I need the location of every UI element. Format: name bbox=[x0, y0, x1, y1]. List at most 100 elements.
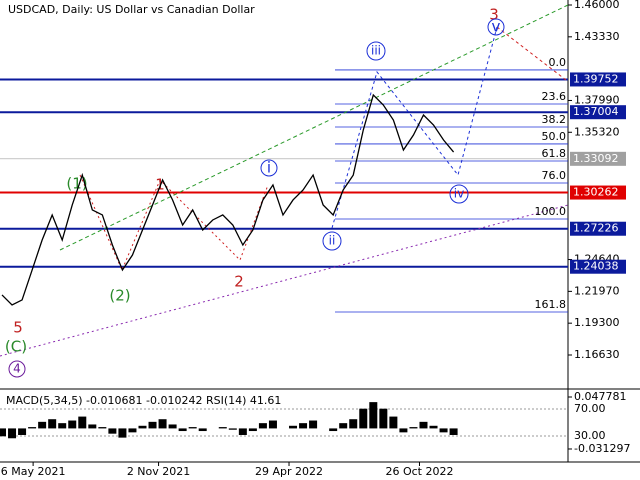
wave-label: 2 bbox=[234, 273, 244, 291]
wave-label: iii bbox=[371, 44, 381, 58]
fib-label: 0.0 bbox=[549, 56, 567, 69]
price-label: 1.39752 bbox=[573, 72, 619, 85]
wave-label: i bbox=[267, 159, 271, 177]
wave-label: (2) bbox=[109, 287, 130, 305]
price-label-box bbox=[570, 151, 626, 166]
wave-label: ii bbox=[329, 234, 336, 248]
macd-bar bbox=[158, 419, 167, 429]
macd-bar bbox=[198, 428, 207, 432]
x-tick-label: 26 Oct 2022 bbox=[385, 465, 453, 478]
macd-bar bbox=[289, 425, 298, 429]
wave-label: 5 bbox=[13, 319, 23, 337]
price-label-box bbox=[570, 259, 626, 274]
price-label: 1.37004 bbox=[573, 105, 619, 118]
macd-bar bbox=[8, 428, 17, 439]
price-label-box bbox=[570, 221, 626, 236]
macd-bar bbox=[18, 428, 27, 435]
price-label-box bbox=[570, 185, 626, 200]
macd-bar bbox=[58, 423, 67, 429]
fib-label: 61.8 bbox=[542, 147, 567, 160]
wave-label: 1 bbox=[155, 176, 165, 194]
y-tick-label: 1.35320 bbox=[574, 125, 620, 138]
price-label: 1.24038 bbox=[573, 260, 619, 273]
macd-bar bbox=[449, 428, 458, 435]
price-label: 1.30262 bbox=[573, 186, 619, 199]
x-tick-label: 29 Apr 2022 bbox=[255, 465, 323, 478]
macd-bar bbox=[238, 428, 247, 435]
y-tick-label: -0.031297 bbox=[574, 442, 630, 455]
macd-bar bbox=[429, 425, 438, 429]
macd-bar bbox=[339, 423, 348, 429]
wave-circle bbox=[449, 184, 469, 204]
wave-label: (1) bbox=[66, 175, 87, 193]
macd-bar bbox=[248, 428, 257, 432]
y-tick-label: 1.46000 bbox=[574, 0, 620, 11]
macd-bar bbox=[108, 428, 117, 434]
price-label: 1.33092 bbox=[573, 152, 619, 165]
macd-bar bbox=[148, 421, 157, 429]
macd-bar bbox=[299, 423, 308, 429]
macd-bar bbox=[349, 419, 358, 429]
y2-tick-label: 30.00 bbox=[574, 429, 606, 442]
wave-label: v bbox=[492, 18, 501, 36]
macd-bar bbox=[258, 423, 267, 429]
fib-label: 23.6 bbox=[542, 90, 567, 103]
macd-bar bbox=[409, 427, 418, 429]
macd-bar bbox=[329, 428, 338, 432]
macd-bar bbox=[439, 428, 448, 433]
macd-bar bbox=[228, 428, 237, 430]
wave-circle bbox=[260, 159, 278, 177]
chart-title: USDCAD, Daily: US Dollar vs Canadian Dol… bbox=[8, 3, 255, 16]
y-tick-label: 1.37990 bbox=[574, 93, 620, 106]
macd-bar bbox=[0, 428, 6, 437]
trend-line bbox=[59, 4, 569, 251]
forecast-path bbox=[496, 26, 567, 81]
macd-bar bbox=[379, 408, 388, 429]
macd-bar bbox=[48, 419, 57, 429]
macd-bar bbox=[309, 420, 318, 429]
y-tick-label: 1.16630 bbox=[574, 348, 620, 361]
indicator-label: MACD(5,34,5) -0.010681 -0.010242 RSI(14)… bbox=[6, 394, 281, 407]
macd-bar bbox=[118, 428, 127, 438]
macd-bar bbox=[138, 425, 147, 429]
macd-bar bbox=[68, 420, 77, 429]
macd-bar bbox=[399, 428, 408, 433]
macd-bar bbox=[128, 428, 137, 433]
macd-bar bbox=[369, 402, 378, 429]
macd-bar bbox=[188, 427, 197, 429]
macd-bar bbox=[178, 428, 187, 432]
wave-label: iv bbox=[454, 187, 464, 201]
y-tick-label: 1.19300 bbox=[574, 316, 620, 329]
wave-circle bbox=[366, 41, 386, 61]
macd-bar bbox=[359, 408, 368, 429]
price-line bbox=[1, 93, 455, 306]
fib-label: 100.0 bbox=[535, 205, 567, 218]
wave-label: (C) bbox=[5, 338, 27, 356]
fib-label: 161.8 bbox=[535, 298, 567, 311]
fib-label: 50.0 bbox=[542, 130, 567, 143]
fib-label: 38.2 bbox=[542, 113, 567, 126]
price-label-box bbox=[570, 72, 626, 87]
macd-bar bbox=[28, 427, 37, 429]
macd-bar bbox=[268, 420, 277, 429]
macd-bar bbox=[88, 424, 97, 429]
price-label: 1.27226 bbox=[573, 222, 619, 235]
wave-label: 3 bbox=[489, 6, 499, 24]
y2-tick-label: 70.00 bbox=[574, 402, 606, 415]
macd-bar bbox=[168, 424, 177, 429]
price-label-box bbox=[570, 105, 626, 120]
macd-bar bbox=[78, 416, 87, 429]
fib-label: 76.0 bbox=[542, 169, 567, 182]
x-tick-label: 6 May 2021 bbox=[1, 465, 66, 478]
macd-bar bbox=[419, 421, 428, 429]
macd-bar bbox=[389, 416, 398, 429]
y-tick-label: 1.21970 bbox=[574, 284, 620, 297]
wave-circle bbox=[487, 18, 505, 36]
wave-circle bbox=[8, 360, 26, 378]
y-tick-label: 1.43330 bbox=[574, 30, 620, 43]
macd-bar bbox=[218, 427, 227, 429]
y-tick-label: 0.047781 bbox=[574, 390, 627, 403]
wave-label: 4 bbox=[13, 362, 21, 376]
